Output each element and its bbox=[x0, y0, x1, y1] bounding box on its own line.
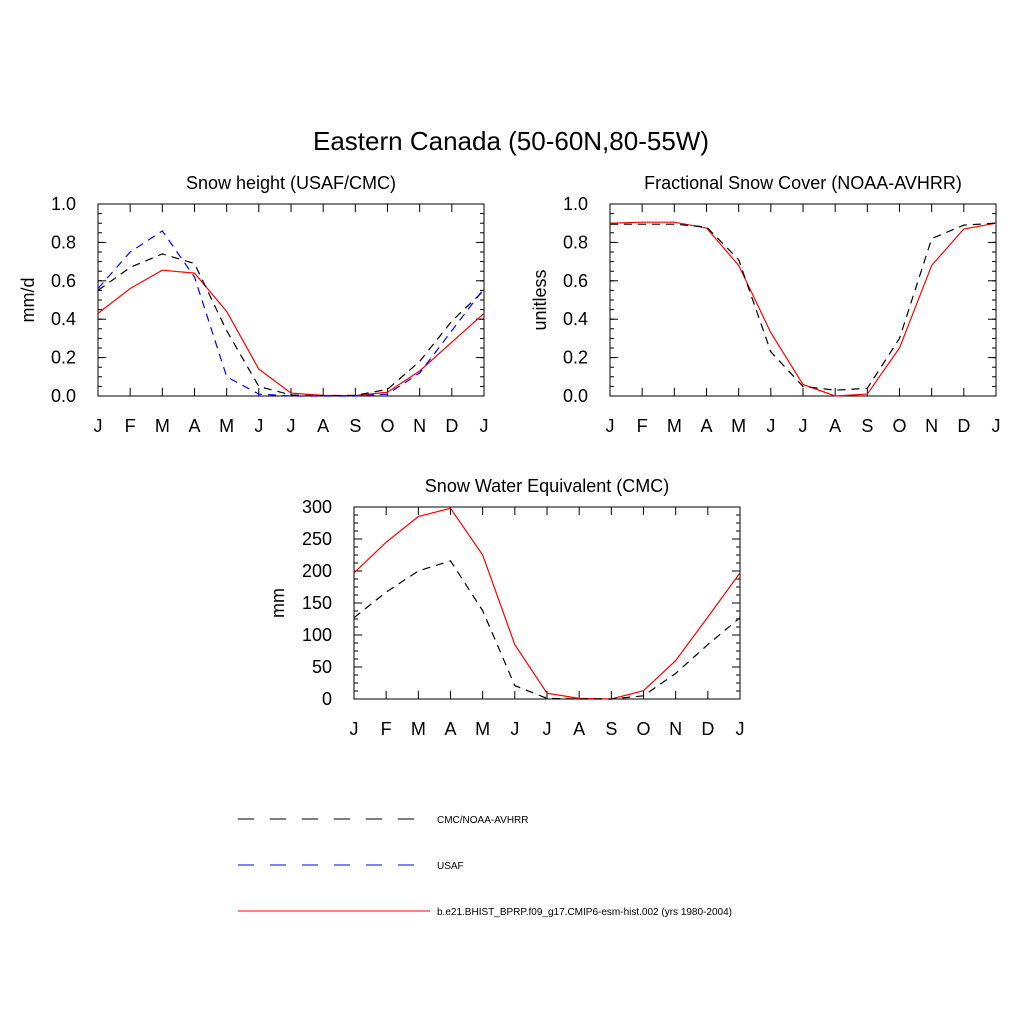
plot-title: Fractional Snow Cover (NOAA-AVHRR) bbox=[644, 173, 962, 193]
x-tick-label: M bbox=[475, 719, 490, 739]
x-tick-label: M bbox=[731, 416, 746, 436]
x-tick-label: A bbox=[573, 719, 585, 739]
x-tick-label: J bbox=[766, 416, 775, 436]
x-tick-label: O bbox=[892, 416, 906, 436]
x-tick-label: J bbox=[350, 719, 359, 739]
x-tick-label: N bbox=[669, 719, 682, 739]
y-tick-label: 300 bbox=[302, 497, 332, 517]
y-tick-label: 0.8 bbox=[563, 232, 588, 252]
x-tick-label: J bbox=[287, 416, 296, 436]
x-tick-label: M bbox=[219, 416, 234, 436]
y-tick-label: 0.4 bbox=[563, 309, 588, 329]
x-tick-label: F bbox=[125, 416, 136, 436]
y-tick-label: 1.0 bbox=[51, 194, 76, 214]
y-tick-label: 150 bbox=[302, 593, 332, 613]
legend-item: USAF bbox=[238, 861, 464, 872]
y-tick-label: 0.8 bbox=[51, 232, 76, 252]
plot-frame bbox=[97, 203, 485, 397]
x-tick-label: A bbox=[829, 416, 841, 436]
y-tick-label: 0.2 bbox=[563, 348, 588, 368]
x-tick-label: F bbox=[637, 416, 648, 436]
series-line-cmc bbox=[353, 560, 741, 700]
x-tick-label: N bbox=[925, 416, 938, 436]
x-tick-label: A bbox=[444, 719, 456, 739]
series-line-cmc bbox=[610, 222, 997, 391]
plot-frame bbox=[609, 203, 997, 397]
x-tick-label: J bbox=[480, 416, 489, 436]
y-tick-label: 100 bbox=[302, 625, 332, 645]
x-tick-label: S bbox=[349, 416, 361, 436]
x-tick-label: M bbox=[155, 416, 170, 436]
series-line-cmc bbox=[97, 253, 485, 397]
x-tick-label: J bbox=[254, 416, 263, 436]
y-tick-label: 0.0 bbox=[51, 386, 76, 406]
legend-label: CMC/NOAA-AVHRR bbox=[437, 815, 528, 826]
legend-item: CMC/NOAA-AVHRR bbox=[238, 815, 528, 826]
y-tick-label: 200 bbox=[302, 561, 332, 581]
x-tick-label: A bbox=[700, 416, 712, 436]
x-tick-label: M bbox=[411, 719, 426, 739]
y-tick-label: 0.2 bbox=[51, 348, 76, 368]
x-tick-label: J bbox=[94, 416, 103, 436]
series-line-model bbox=[353, 507, 741, 700]
y-axis-label: mm bbox=[268, 588, 288, 618]
y-tick-label: 0.4 bbox=[51, 309, 76, 329]
series-line-model bbox=[609, 221, 997, 397]
series-line-model bbox=[97, 269, 485, 397]
x-tick-label: J bbox=[510, 719, 519, 739]
y-tick-label: 0.0 bbox=[563, 386, 588, 406]
plot-frame bbox=[353, 506, 741, 700]
y-axis-label: unitless bbox=[530, 269, 550, 330]
series-line-usaf bbox=[97, 230, 485, 397]
x-tick-label: N bbox=[413, 416, 426, 436]
legend-label: b.e21.BHIST_BPRP.f09_g17.CMIP6-esm-hist.… bbox=[437, 907, 732, 918]
plot-title: Snow Water Equivalent (CMC) bbox=[425, 476, 669, 496]
x-tick-label: A bbox=[317, 416, 329, 436]
y-tick-label: 1.0 bbox=[563, 194, 588, 214]
y-tick-label: 250 bbox=[302, 529, 332, 549]
y-tick-label: 0 bbox=[322, 689, 332, 709]
y-tick-label: 0.6 bbox=[563, 271, 588, 291]
x-tick-label: J bbox=[992, 416, 1001, 436]
y-axis-label: mm/d bbox=[18, 278, 38, 323]
legend-item: b.e21.BHIST_BPRP.f09_g17.CMIP6-esm-hist.… bbox=[238, 907, 732, 918]
y-tick-label: 0.6 bbox=[51, 271, 76, 291]
x-tick-label: J bbox=[543, 719, 552, 739]
x-tick-label: S bbox=[605, 719, 617, 739]
legend: CMC/NOAA-AVHRR USAF b.e21.BHIST_BPRP.f09… bbox=[238, 815, 732, 918]
x-tick-label: J bbox=[606, 416, 615, 436]
x-tick-label: S bbox=[861, 416, 873, 436]
x-tick-label: J bbox=[736, 719, 745, 739]
legend-label: USAF bbox=[437, 861, 464, 872]
snow-height-plot: Snow height (USAF/CMC) mm/d 0.0 0.2 0.4 0.6 0.… bbox=[18, 173, 489, 436]
x-tick-label: D bbox=[701, 719, 714, 739]
figure-title: Eastern Canada (50-60N,80-55W) bbox=[313, 126, 709, 156]
snow-cover-plot: Fractional Snow Cover (NOAA-AVHRR) unitle… bbox=[530, 173, 1001, 436]
y-tick-label: 50 bbox=[312, 657, 332, 677]
plot-title: Snow height (USAF/CMC) bbox=[186, 173, 396, 193]
x-tick-label: F bbox=[381, 719, 392, 739]
x-tick-label: O bbox=[380, 416, 394, 436]
x-tick-label: M bbox=[667, 416, 682, 436]
x-tick-label: O bbox=[636, 719, 650, 739]
x-tick-label: D bbox=[957, 416, 970, 436]
x-tick-label: A bbox=[188, 416, 200, 436]
x-tick-label: J bbox=[799, 416, 808, 436]
swe-plot: Snow Water Equivalent (CMC) mm 0 50 100 150 20… bbox=[268, 476, 745, 739]
x-tick-label: D bbox=[445, 416, 458, 436]
